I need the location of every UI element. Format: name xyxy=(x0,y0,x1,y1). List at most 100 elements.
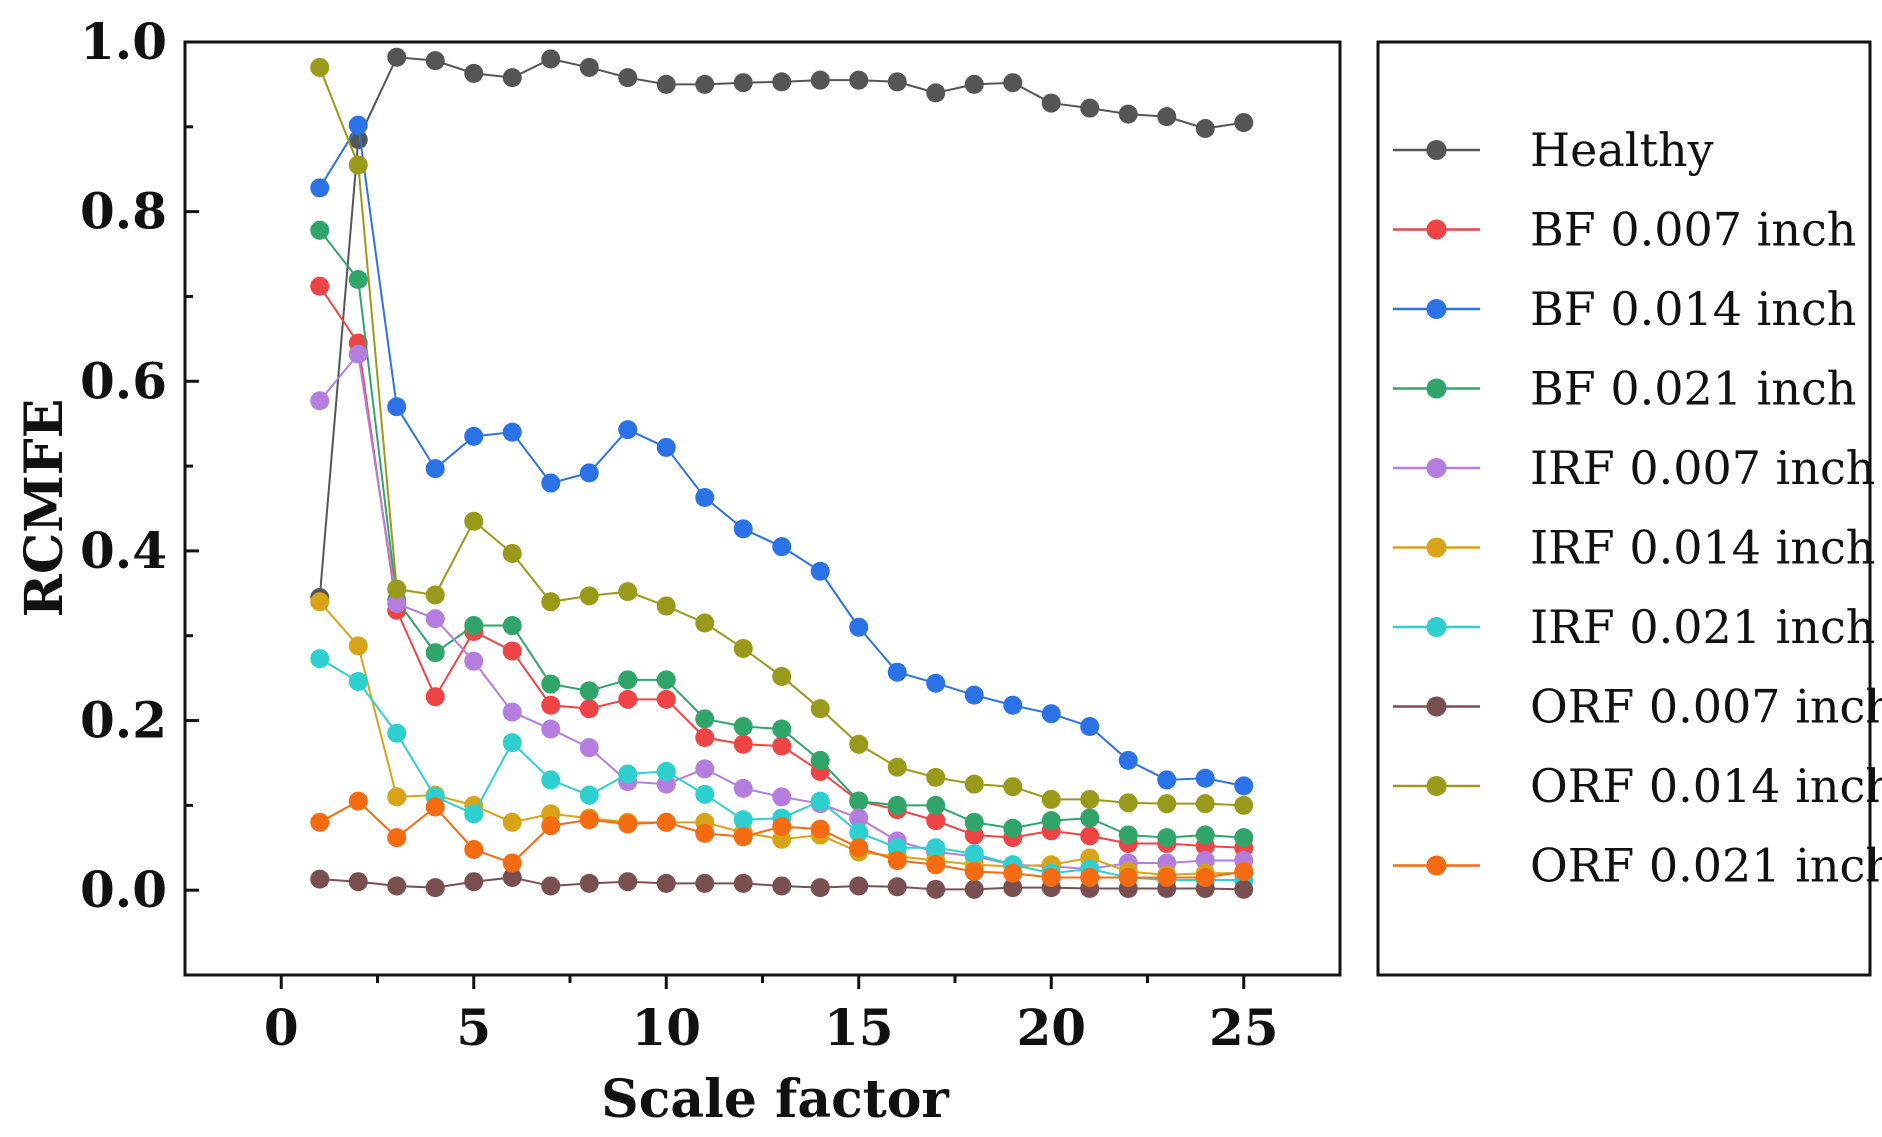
data-point xyxy=(541,876,561,896)
data-point xyxy=(579,586,599,606)
data-point xyxy=(1195,119,1215,139)
data-point xyxy=(733,716,753,736)
data-point xyxy=(656,812,676,832)
data-point xyxy=(733,778,753,798)
data-point xyxy=(464,804,484,824)
data-point xyxy=(425,878,445,898)
x-axis-title: Scale factor xyxy=(601,1069,949,1130)
data-point xyxy=(387,828,407,848)
data-point xyxy=(502,616,522,636)
data-point xyxy=(772,876,792,896)
data-point xyxy=(425,797,445,817)
data-point xyxy=(849,876,869,896)
data-point xyxy=(1195,825,1215,845)
data-point xyxy=(810,561,830,581)
data-point xyxy=(733,73,753,93)
data-point xyxy=(772,72,792,92)
data-point xyxy=(656,596,676,616)
data-point xyxy=(310,869,330,889)
data-point xyxy=(618,872,638,892)
data-point xyxy=(541,695,561,715)
data-point xyxy=(387,47,407,67)
data-point xyxy=(887,757,907,777)
data-point xyxy=(695,709,715,729)
legend-marker xyxy=(1426,855,1447,876)
data-point xyxy=(579,873,599,893)
data-point xyxy=(1157,867,1177,887)
legend-marker xyxy=(1426,378,1447,399)
series-line xyxy=(318,67,1244,807)
series-orf-0-007-inch xyxy=(310,867,1254,899)
data-point xyxy=(618,670,638,690)
data-point xyxy=(310,220,330,240)
data-point xyxy=(1003,73,1023,93)
data-point xyxy=(348,115,368,135)
data-point xyxy=(425,51,445,71)
data-point xyxy=(810,791,830,811)
data-point xyxy=(926,879,946,899)
data-point xyxy=(464,839,484,859)
data-point xyxy=(387,876,407,896)
data-point xyxy=(425,643,445,663)
data-point xyxy=(425,687,445,707)
data-point xyxy=(1080,716,1100,736)
data-point xyxy=(964,74,984,94)
data-point xyxy=(541,674,561,694)
data-point xyxy=(1118,825,1138,845)
data-point xyxy=(656,437,676,457)
data-point xyxy=(502,68,522,88)
data-point xyxy=(1118,750,1138,770)
data-point xyxy=(695,759,715,779)
series-layer xyxy=(310,47,1254,899)
data-point xyxy=(1118,867,1138,887)
data-point xyxy=(1234,776,1254,796)
y-tick-label: 0.0 xyxy=(80,860,167,919)
data-point xyxy=(849,791,869,811)
data-point xyxy=(656,670,676,690)
series-line xyxy=(318,122,1244,787)
data-point xyxy=(1003,818,1023,838)
data-point xyxy=(733,734,753,754)
data-point xyxy=(618,420,638,440)
data-point xyxy=(695,74,715,94)
legend-label: ORF 0.014 inch xyxy=(1530,759,1882,813)
data-point xyxy=(887,850,907,870)
legend-item: IRF 0.014 inch xyxy=(1393,521,1875,575)
series-orf-0-021-inch xyxy=(310,791,1254,887)
data-point xyxy=(656,689,676,709)
y-tick-label: 0.2 xyxy=(80,691,167,750)
data-point xyxy=(502,641,522,661)
data-point xyxy=(695,823,715,843)
legend-item: Healthy xyxy=(1393,123,1714,177)
data-point xyxy=(772,787,792,807)
data-point xyxy=(656,873,676,893)
data-point xyxy=(502,543,522,563)
data-point xyxy=(810,70,830,90)
data-point xyxy=(387,787,407,807)
data-point xyxy=(1234,795,1254,815)
x-tick-label: 15 xyxy=(824,998,894,1057)
x-tick-label: 0 xyxy=(264,998,299,1057)
data-point xyxy=(541,592,561,612)
data-point xyxy=(926,838,946,858)
data-point xyxy=(656,74,676,94)
y-tick-label: 1.0 xyxy=(80,12,167,71)
data-point xyxy=(464,616,484,636)
data-point xyxy=(849,808,869,828)
data-point xyxy=(502,853,522,873)
data-point xyxy=(502,702,522,722)
data-point xyxy=(656,761,676,781)
legend-label: BF 0.014 inch xyxy=(1530,282,1856,336)
data-point xyxy=(618,764,638,784)
data-point xyxy=(695,613,715,633)
data-point xyxy=(964,879,984,899)
data-point xyxy=(926,767,946,787)
data-point xyxy=(1118,793,1138,813)
data-point xyxy=(1157,794,1177,814)
data-point xyxy=(887,795,907,815)
data-point xyxy=(348,791,368,811)
data-point xyxy=(579,785,599,805)
data-point xyxy=(348,636,368,656)
data-point xyxy=(425,459,445,479)
data-point xyxy=(579,738,599,758)
